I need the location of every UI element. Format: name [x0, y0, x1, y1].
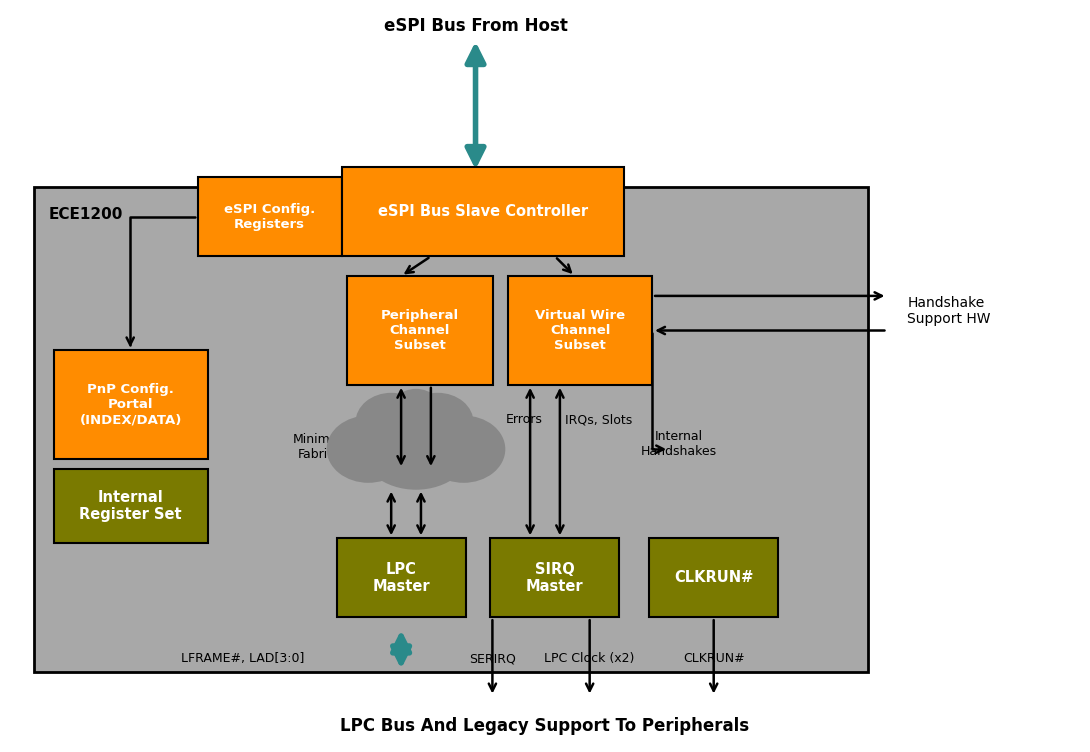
Text: IRQs, Slots: IRQs, Slots [565, 413, 632, 426]
Text: Internal
Handshakes: Internal Handshakes [641, 430, 717, 458]
Text: eSPI Bus From Host: eSPI Bus From Host [384, 17, 568, 35]
FancyBboxPatch shape [347, 276, 494, 385]
Text: Minimal
Fabric: Minimal Fabric [292, 433, 341, 461]
Text: SERIRQ: SERIRQ [469, 652, 516, 666]
Text: LPC
Master: LPC Master [373, 562, 429, 594]
Text: Peripheral
Channel
Subset: Peripheral Channel Subset [380, 309, 459, 352]
Text: LPC Clock (x2): LPC Clock (x2) [545, 652, 634, 666]
FancyBboxPatch shape [650, 538, 778, 617]
Text: CLKRUN#: CLKRUN# [683, 652, 744, 666]
FancyBboxPatch shape [53, 469, 207, 543]
Text: LPC Bus And Legacy Support To Peripherals: LPC Bus And Legacy Support To Peripheral… [340, 717, 750, 735]
Ellipse shape [388, 389, 444, 440]
Text: SIRQ
Master: SIRQ Master [526, 562, 584, 594]
FancyBboxPatch shape [508, 276, 652, 385]
FancyBboxPatch shape [341, 168, 625, 256]
FancyBboxPatch shape [490, 538, 619, 617]
Text: Handshake
Support HW: Handshake Support HW [907, 296, 991, 326]
Ellipse shape [327, 416, 410, 483]
Ellipse shape [359, 399, 473, 490]
Text: PnP Config.
Portal
(INDEX/DATA): PnP Config. Portal (INDEX/DATA) [80, 384, 182, 426]
Ellipse shape [402, 393, 473, 452]
Text: CLKRUN#: CLKRUN# [674, 570, 753, 585]
Text: Virtual Wire
Channel
Subset: Virtual Wire Channel Subset [535, 309, 626, 352]
Text: LFRAME#, LAD[3:0]: LFRAME#, LAD[3:0] [181, 652, 304, 666]
FancyBboxPatch shape [53, 350, 207, 459]
Text: eSPI Bus Slave Controller: eSPI Bus Slave Controller [378, 205, 588, 220]
Ellipse shape [422, 416, 506, 483]
Text: Errors: Errors [506, 413, 542, 426]
Ellipse shape [355, 393, 427, 452]
FancyBboxPatch shape [337, 538, 465, 617]
FancyBboxPatch shape [197, 177, 341, 256]
FancyBboxPatch shape [34, 187, 868, 672]
Text: Internal
Register Set: Internal Register Set [80, 490, 182, 522]
Text: eSPI Config.
Registers: eSPI Config. Registers [225, 203, 315, 231]
Text: ECE1200: ECE1200 [49, 208, 123, 223]
